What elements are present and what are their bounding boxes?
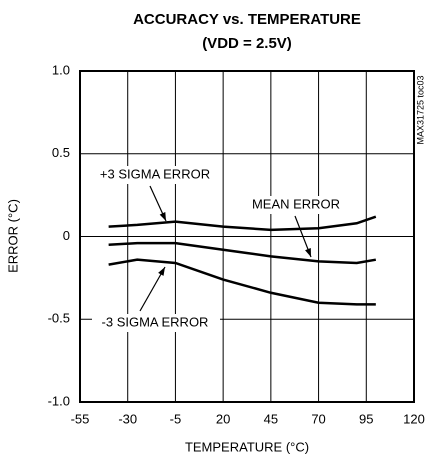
- y-tick-label: -0.5: [48, 311, 70, 326]
- x-tick-label: -5: [170, 411, 182, 426]
- x-tick-label: -30: [118, 411, 137, 426]
- label-backdrop: [90, 166, 220, 184]
- series-annotation: MEAN ERROR: [252, 196, 340, 211]
- x-tick-label: 45: [264, 411, 278, 426]
- series-annotation: +3 SIGMA ERROR: [100, 166, 210, 181]
- arrow-head: [305, 248, 311, 257]
- y-tick-label: 0.5: [52, 145, 70, 160]
- label-backdrop: [245, 196, 347, 214]
- series-annotation: -3 SIGMA ERROR: [102, 314, 209, 329]
- arrow-head: [158, 267, 165, 276]
- x-axis-label: TEMPERATURE (°C): [185, 439, 309, 454]
- chart-title: ACCURACY vs. TEMPERATURE: [133, 11, 361, 28]
- y-axis-label: ERROR (°C): [5, 199, 20, 273]
- arrow-head: [159, 212, 166, 221]
- series-line: [108, 258, 376, 306]
- x-tick-label: 20: [216, 411, 230, 426]
- chart-subtitle: (VDD = 2.5V): [202, 35, 292, 52]
- side-note: MAX31725 toc03: [415, 75, 425, 144]
- y-tick-label: 1.0: [52, 62, 70, 77]
- x-tick-label: 120: [403, 411, 425, 426]
- label-backdrop: [92, 314, 220, 332]
- plot-frame: [79, 70, 415, 403]
- x-tick-label: 70: [311, 411, 325, 426]
- series-line: [108, 241, 377, 265]
- series-line: [108, 215, 377, 232]
- x-tick-label: -55: [71, 411, 90, 426]
- y-tick-label: 0: [63, 228, 70, 243]
- y-tick-label: -1.0: [48, 393, 70, 408]
- x-tick-label: 95: [359, 411, 373, 426]
